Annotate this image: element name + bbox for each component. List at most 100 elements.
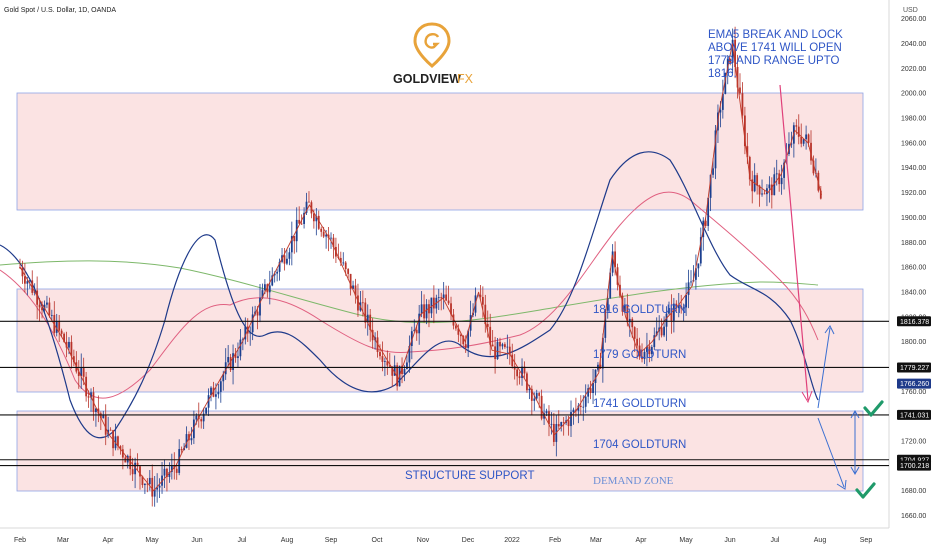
candle-body <box>440 297 443 299</box>
candle-body <box>354 285 357 296</box>
annotation-line-1: EMA5 BREAK AND LOCK <box>708 29 843 41</box>
level-price-tag-bg <box>897 460 931 471</box>
candle-body <box>508 346 511 355</box>
candle-body <box>300 223 303 225</box>
candle-body <box>562 422 565 423</box>
candle-body <box>119 446 122 450</box>
x-tick-label: May <box>145 537 159 544</box>
candle-body <box>80 367 83 377</box>
candle-body <box>371 329 374 341</box>
candle-body <box>535 393 538 399</box>
candle-body <box>109 429 112 431</box>
level-price-tag-bg <box>897 409 931 420</box>
x-tick-label: Mar <box>590 537 603 544</box>
level-label-1741: 1741 GOLDTURN <box>593 398 686 410</box>
projection-down-arrow <box>817 417 845 488</box>
goldviewfx-logo: GOLDVIEW FX <box>393 22 474 86</box>
candle-body <box>251 314 254 333</box>
candle-body <box>499 341 501 347</box>
x-tick-label: Aug <box>814 537 827 544</box>
y-tick-label: 1960.00 <box>901 140 926 147</box>
candle-body <box>810 142 812 161</box>
candle-body <box>805 134 808 140</box>
candle-body <box>511 354 514 367</box>
logo-suffix-text: FX <box>457 72 474 86</box>
candle-body <box>48 302 51 316</box>
candle-body <box>325 234 328 237</box>
candle-body <box>166 468 168 478</box>
candle-body <box>237 356 239 359</box>
candle-body <box>589 388 592 394</box>
candle-body <box>241 339 244 341</box>
candle-body <box>770 184 773 196</box>
candle-body <box>592 382 594 394</box>
candle-body <box>496 341 499 360</box>
candle-body <box>721 93 724 110</box>
candle-body <box>479 294 482 298</box>
projection-down-arrowhead <box>836 479 847 490</box>
candle-body <box>729 58 732 63</box>
chart-title: Gold Spot / U.S. Dollar, 1D, OANDA <box>4 7 116 14</box>
candle-body <box>158 485 161 488</box>
candle-body <box>582 406 585 408</box>
candle-body <box>638 345 641 357</box>
candle-body <box>746 146 749 157</box>
y-tick-label: 1800.00 <box>901 339 926 346</box>
candle-body <box>420 304 423 314</box>
candle-body <box>743 115 746 147</box>
x-tick-label: Jun <box>724 537 735 544</box>
candle-body <box>790 143 793 145</box>
candle-body <box>668 308 670 314</box>
candle-body <box>200 419 203 422</box>
candle-body <box>215 394 217 397</box>
candle-body <box>234 353 237 359</box>
candle-body <box>38 304 41 308</box>
check-mark-lower-icon <box>855 482 876 499</box>
candle-body <box>347 269 350 274</box>
candle-body <box>205 407 208 414</box>
x-tick-label: Sep <box>860 537 873 544</box>
candle-body <box>572 409 575 413</box>
candle-body <box>699 237 702 264</box>
candle-body <box>386 361 389 366</box>
y-tick-label: 1760.00 <box>901 389 926 396</box>
candle-body <box>677 306 680 309</box>
logo-pin-icon <box>413 22 451 68</box>
candle-body <box>332 237 335 247</box>
candle-body <box>143 483 146 486</box>
candle-body <box>244 326 247 340</box>
candle-body <box>298 219 301 224</box>
annotation-line-3: 1779 AND RANGE UPTO <box>708 55 840 67</box>
x-tick-label: Sep <box>325 537 338 544</box>
candle-body <box>628 318 631 323</box>
x-tick-label: Mar <box>57 537 70 544</box>
candle-body <box>646 346 648 352</box>
y-tick-label: 1920.00 <box>901 190 926 197</box>
candle-body <box>633 327 636 339</box>
level-price-tag: 1779.227 <box>900 365 929 372</box>
range-measure-top-arrow <box>850 409 860 419</box>
candle-body <box>273 273 276 276</box>
level-label-1704: 1704 GOLDTURN <box>593 439 686 451</box>
candle-body <box>467 330 470 349</box>
candle-body <box>68 341 70 348</box>
candle-body <box>312 213 315 222</box>
candle-body <box>153 489 156 497</box>
candle-body <box>538 393 541 396</box>
candle-body <box>50 314 53 316</box>
candle-body <box>305 201 308 213</box>
candle-body <box>680 306 683 309</box>
candle-body <box>410 331 413 346</box>
candle-body <box>650 347 653 355</box>
candle-body <box>178 449 181 473</box>
candle-body <box>31 280 34 293</box>
candle-body <box>357 295 359 311</box>
candle-body <box>330 237 332 239</box>
currency-label: USD <box>903 7 918 14</box>
candle-body <box>82 367 85 377</box>
candle-body <box>655 331 658 336</box>
candle-body <box>712 168 714 175</box>
candle-body <box>672 303 675 321</box>
